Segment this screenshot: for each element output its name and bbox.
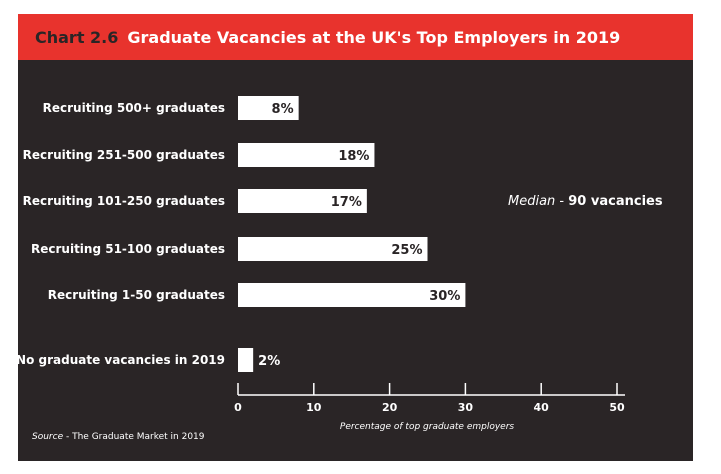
x-tick-label: 40	[534, 401, 550, 414]
category-label: Recruiting 251-500 graduates	[23, 148, 225, 162]
bar	[238, 283, 466, 307]
chart-frame: Chart 2.6 Graduate Vacancies at the UK's…	[18, 14, 693, 461]
bar	[238, 96, 299, 120]
source-label: Source	[32, 432, 64, 442]
median-value: 90 vacancies	[568, 194, 663, 209]
category-label: Recruiting 1-50 graduates	[48, 288, 225, 302]
category-label: Recruiting 51-100 graduates	[31, 242, 225, 256]
source-separator: -	[63, 432, 73, 442]
median-annotation: Median - 90 vacancies	[508, 194, 663, 209]
source-text: The Graduate Market in 2019	[72, 432, 205, 442]
chart-title: Graduate Vacancies at the UK's Top Emplo…	[127, 27, 621, 47]
value-label: 25%	[391, 243, 422, 258]
median-separator: -	[555, 194, 569, 209]
value-label: 2%	[258, 354, 280, 369]
category-label: No graduate vacancies in 2019	[18, 353, 225, 367]
category-label: Recruiting 500+ graduates	[43, 101, 225, 115]
value-label: 18%	[338, 149, 369, 164]
x-tick-label: 30	[458, 401, 474, 414]
value-label: 17%	[331, 195, 362, 210]
bar	[238, 143, 375, 167]
bar	[238, 237, 428, 261]
bar	[238, 189, 367, 213]
chart-header: Chart 2.6 Graduate Vacancies at the UK's…	[18, 14, 693, 60]
x-tick-label: 0	[234, 401, 242, 414]
value-label: 8%	[272, 102, 294, 117]
x-tick-label: 20	[382, 401, 398, 414]
x-tick-label: 10	[306, 401, 322, 414]
value-label: 30%	[429, 289, 460, 304]
x-axis-title: Percentage of top graduate employers	[340, 422, 515, 432]
source-note: Source - The Graduate Market in 2019	[32, 432, 205, 442]
chart-number: Chart 2.6	[35, 27, 119, 47]
bar-chart: Recruiting 500+ graduates 8% Recruiting 25…	[18, 96, 625, 432]
category-label: Recruiting 101-250 graduates	[23, 194, 225, 208]
x-tick-label: 50	[609, 401, 625, 414]
median-label: Median	[508, 194, 556, 209]
bar	[238, 348, 254, 372]
